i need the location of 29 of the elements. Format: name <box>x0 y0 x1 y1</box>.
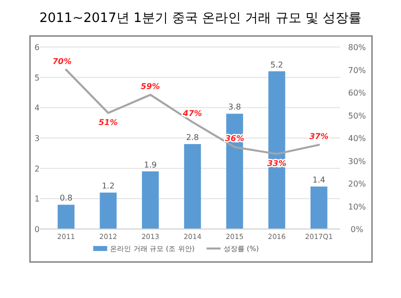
y2-tick-label: 10% <box>348 202 366 212</box>
chart-title: 2011~2017년 1분기 중국 온라인 거래 규모 및 성장률 <box>39 11 362 26</box>
y2-tick-label: 0% <box>350 225 364 234</box>
y2-tick-label: 40% <box>348 134 366 143</box>
y-tick-label: 0 <box>34 225 40 234</box>
y2-tick-label: 70% <box>348 66 366 75</box>
y-tick-label: 2 <box>34 164 40 174</box>
y-tick-label: 6 <box>34 43 40 52</box>
y2-tick-label: 60% <box>348 88 366 98</box>
y-tick-label: 1 <box>34 194 40 204</box>
y2-tick-label: 50% <box>348 111 366 120</box>
data-label: 1.4 <box>312 176 326 185</box>
y-tick-label: 4 <box>34 104 40 113</box>
y-tick-label: 5 <box>34 73 40 82</box>
data-label: 37% <box>309 132 329 141</box>
y2-tick-label: 30% <box>348 156 366 166</box>
y-tick-label: 3 <box>34 134 40 143</box>
data-label: 5.2 <box>270 60 284 70</box>
data-label: 59% <box>140 82 160 91</box>
y2-tick-label: 20% <box>348 180 366 188</box>
y2-tick-label: 80% <box>348 43 366 52</box>
data-label: 70% <box>52 56 72 66</box>
data-label: 2.8 <box>186 133 199 142</box>
data-label: 3.8 <box>228 102 242 112</box>
data-label: 1.9 <box>144 160 157 170</box>
data-label: 1.2 <box>102 182 115 191</box>
data-label: 51% <box>98 118 118 127</box>
data-label: 0.8 <box>60 194 72 203</box>
data-label: 47% <box>182 109 202 118</box>
